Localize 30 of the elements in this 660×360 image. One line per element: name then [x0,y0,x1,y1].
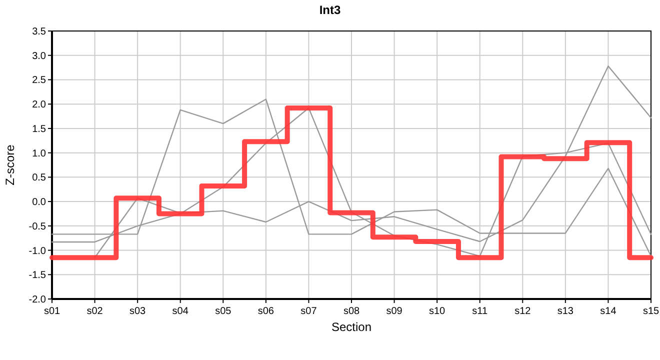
x-tick-label: s09 [386,306,403,317]
x-tick-label: s05 [215,306,232,317]
y-tick-label: 1.0 [32,148,46,160]
x-tick-label: s13 [557,306,574,317]
y-tick-label: -1.5 [28,270,46,282]
y-tick-label: -0.5 [28,221,46,232]
x-tick-label: s01 [44,306,60,317]
x-tick-label: s12 [514,306,532,317]
x-tick-label: s04 [172,306,189,317]
x-tick-label: s08 [343,306,360,317]
y-tick-label: -1.0 [28,246,46,257]
y-tick-label: 3.5 [32,26,46,38]
y-tick-label: 2.0 [32,100,46,111]
y-tick-label: 2.5 [32,75,46,86]
x-tick-label: s02 [86,306,104,317]
y-tick-label: -2.0 [28,294,46,306]
x-tick-label: s06 [258,306,274,317]
y-tick-label: 0.5 [32,172,46,184]
x-tick-label: s14 [600,306,617,317]
x-tick-label: s07 [300,306,318,317]
y-tick-label: 3.0 [32,50,46,62]
chart-title: Int3 [319,3,341,17]
x-axis-title: Section [331,320,372,334]
x-tick-label: s11 [472,306,488,317]
y-tick-label: 1.5 [32,124,46,135]
x-tick-label: s15 [642,306,660,317]
x-tick-label: s03 [130,306,146,317]
y-tick-label: 0.0 [32,197,46,208]
x-tick-label: s10 [429,306,446,317]
y-axis-title: Z-score [3,144,17,186]
